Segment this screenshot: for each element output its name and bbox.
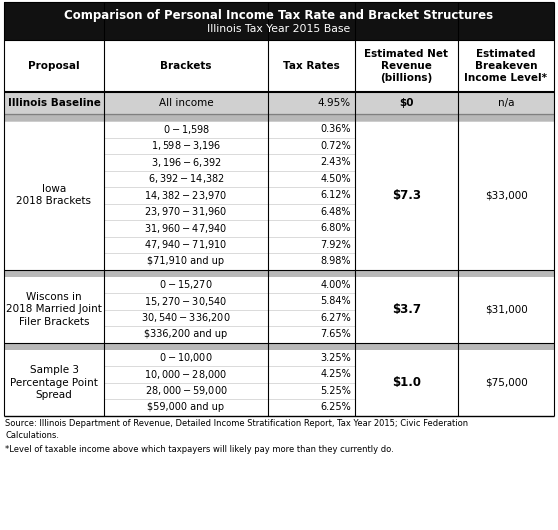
- Text: 4.95%: 4.95%: [318, 98, 351, 108]
- Text: 6.48%: 6.48%: [320, 207, 351, 217]
- Text: $336,200 and up: $336,200 and up: [145, 329, 228, 339]
- Text: $0 - $1,598: $0 - $1,598: [162, 123, 209, 136]
- Text: 4.25%: 4.25%: [320, 369, 351, 379]
- Text: 8.98%: 8.98%: [320, 256, 351, 266]
- Text: Source: Illinois Department of Revenue, Detailed Income Stratification Report, T: Source: Illinois Department of Revenue, …: [5, 420, 468, 440]
- Bar: [4, 349, 554, 416]
- Text: $30,540 - $336,200: $30,540 - $336,200: [141, 311, 231, 324]
- Text: 6.12%: 6.12%: [320, 190, 351, 200]
- Text: $71,910 and up: $71,910 and up: [147, 256, 224, 266]
- Text: $28,000 - $59,000: $28,000 - $59,000: [145, 384, 228, 398]
- Bar: [4, 342, 554, 349]
- Text: $15,270 - $30,540: $15,270 - $30,540: [145, 295, 228, 308]
- Text: Iowa
2018 Brackets: Iowa 2018 Brackets: [17, 184, 92, 207]
- Text: 3.25%: 3.25%: [320, 353, 351, 363]
- Text: *Level of taxable income above which taxpayers will likely pay more than they cu: *Level of taxable income above which tax…: [5, 446, 394, 455]
- Text: n/a: n/a: [498, 98, 514, 108]
- Text: 6.25%: 6.25%: [320, 402, 351, 412]
- Text: Sample 3
Percentage Point
Spread: Sample 3 Percentage Point Spread: [10, 365, 98, 400]
- Text: $31,960 - $47,940: $31,960 - $47,940: [145, 222, 228, 235]
- Text: 6.27%: 6.27%: [320, 313, 351, 323]
- Text: $1,598 - $3,196: $1,598 - $3,196: [151, 139, 221, 152]
- Text: $6,392 - $14,382: $6,392 - $14,382: [148, 172, 224, 185]
- Text: $10,000 - $28,000: $10,000 - $28,000: [145, 368, 228, 381]
- Text: Illinois Baseline: Illinois Baseline: [8, 98, 100, 108]
- Text: $59,000 and up: $59,000 and up: [147, 402, 224, 412]
- Bar: [4, 2, 554, 40]
- Text: $3.7: $3.7: [392, 303, 421, 316]
- Text: $7.3: $7.3: [392, 189, 421, 202]
- Text: 7.65%: 7.65%: [320, 329, 351, 339]
- Text: 4.50%: 4.50%: [320, 174, 351, 184]
- Text: $0 - $15,270: $0 - $15,270: [159, 278, 213, 292]
- Text: Comparison of Personal Income Tax Rate and Bracket Structures: Comparison of Personal Income Tax Rate a…: [64, 9, 494, 22]
- Text: Tax Rates: Tax Rates: [283, 61, 340, 71]
- Text: 2.43%: 2.43%: [320, 157, 351, 167]
- Text: $23,970 - $31,960: $23,970 - $31,960: [145, 205, 228, 218]
- Text: Proposal: Proposal: [28, 61, 80, 71]
- Text: $75,000: $75,000: [485, 377, 527, 387]
- Text: $3,196 - $6,392: $3,196 - $6,392: [151, 156, 222, 169]
- Text: Wiscons in
2018 Married Joint
Filer Brackets: Wiscons in 2018 Married Joint Filer Brac…: [6, 292, 102, 327]
- Text: 0.72%: 0.72%: [320, 141, 351, 151]
- Bar: [4, 114, 554, 121]
- Text: 4.00%: 4.00%: [320, 280, 351, 290]
- Text: All income: All income: [158, 98, 213, 108]
- Text: 5.25%: 5.25%: [320, 386, 351, 396]
- Text: 6.80%: 6.80%: [320, 223, 351, 233]
- Bar: [4, 121, 554, 269]
- Text: $14,382 - $23,970: $14,382 - $23,970: [145, 189, 228, 202]
- Text: 5.84%: 5.84%: [320, 296, 351, 306]
- Text: Brackets: Brackets: [160, 61, 211, 71]
- Text: Illinois Tax Year 2015 Base: Illinois Tax Year 2015 Base: [208, 24, 350, 34]
- Bar: [4, 269, 554, 277]
- Text: $0: $0: [400, 98, 413, 108]
- Bar: [4, 92, 554, 114]
- Text: Estimated
Breakeven
Income Level*: Estimated Breakeven Income Level*: [464, 49, 547, 83]
- Text: 7.92%: 7.92%: [320, 240, 351, 250]
- Text: $47,940 - $71,910: $47,940 - $71,910: [145, 238, 228, 251]
- Text: $31,000: $31,000: [485, 305, 527, 314]
- Text: 0.36%: 0.36%: [320, 124, 351, 134]
- Bar: [4, 40, 554, 92]
- Text: $0 - $10,000: $0 - $10,000: [159, 351, 213, 364]
- Text: $33,000: $33,000: [485, 190, 527, 200]
- Text: $1.0: $1.0: [392, 376, 421, 389]
- Bar: [4, 277, 554, 342]
- Text: Estimated Net
Revenue
(billions): Estimated Net Revenue (billions): [364, 49, 449, 83]
